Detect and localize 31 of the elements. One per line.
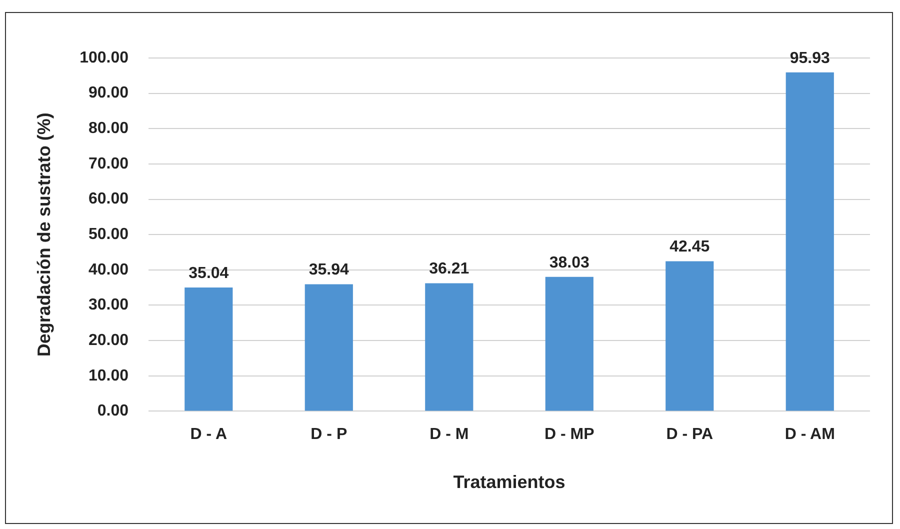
y-tick-label: 0.00 [97, 402, 129, 420]
x-tick-label: D - M [430, 426, 469, 444]
y-tick-label: 90.00 [88, 84, 129, 102]
bar [786, 72, 834, 411]
y-tick-label: 40.00 [88, 261, 129, 278]
x-tick-label: D - PA [666, 426, 714, 444]
data-label: 42.45 [670, 238, 710, 256]
bar [304, 284, 353, 411]
y-tick-label: 30.00 [88, 296, 129, 314]
y-tick-label: 80.00 [88, 120, 129, 138]
y-tick-label: 20.00 [88, 332, 129, 349]
data-label: 38.03 [549, 254, 590, 272]
data-label: 35.94 [308, 262, 350, 279]
bar [545, 276, 594, 411]
x-tick-label: D - A [190, 426, 228, 444]
bar [666, 261, 714, 411]
y-tick-label: 50.00 [88, 226, 129, 244]
data-label: 35.04 [188, 264, 229, 282]
y-axis-title: Degradación de sustrato (%) [34, 112, 54, 357]
data-label: 36.21 [429, 260, 470, 278]
y-tick-label: 10.00 [88, 367, 129, 384]
bar [425, 283, 474, 411]
y-tick-label: 60.00 [88, 190, 129, 208]
x-tick-label: D - AM [784, 426, 835, 444]
y-tick-label: 70.00 [88, 155, 129, 172]
x-axis-title: Tratamientos [453, 472, 566, 492]
x-tick-label: D - MP [544, 426, 595, 444]
bar [184, 287, 233, 411]
y-tick-label: 100.00 [80, 49, 129, 66]
data-label: 95.93 [790, 50, 830, 67]
x-tick-label: D - P [310, 426, 348, 444]
